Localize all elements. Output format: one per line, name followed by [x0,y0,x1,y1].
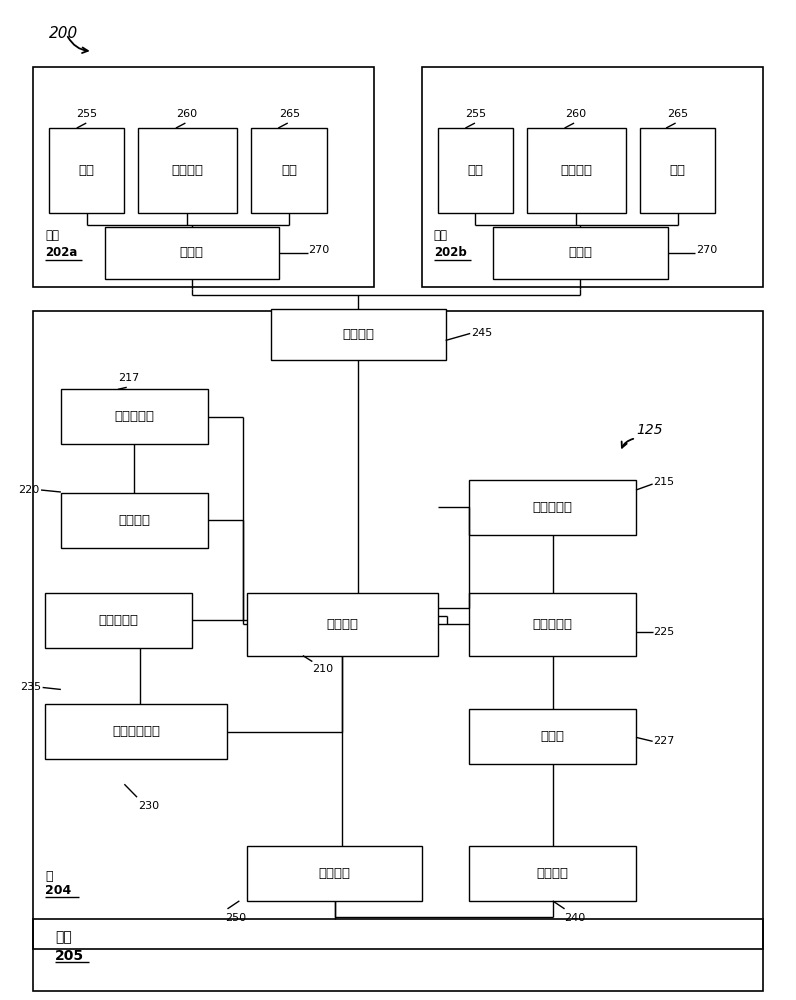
Text: 255: 255 [76,109,98,119]
Text: 用户输入: 用户输入 [537,867,568,880]
Text: 耳塞: 耳塞 [45,229,59,242]
Text: 耳塞: 耳塞 [434,229,447,242]
Text: 盖传感器: 盖传感器 [119,514,150,527]
Text: 200: 200 [49,26,78,41]
Text: 270: 270 [696,245,717,255]
Bar [470,480,636,535]
Text: 电源: 电源 [56,930,72,944]
Text: 260: 260 [177,109,197,119]
Bar [49,128,124,213]
Text: 输出: 输出 [669,164,685,177]
Bar [470,709,636,764]
Text: 耳塞检测器: 耳塞检测器 [533,501,572,514]
Text: 202b: 202b [434,246,466,259]
Bar [45,704,228,759]
Text: 202a: 202a [45,246,77,259]
Text: 230: 230 [138,801,159,811]
Text: 盒处理器: 盒处理器 [326,618,358,631]
Bar [248,846,422,901]
Bar [60,493,208,548]
Text: 220: 220 [18,485,40,495]
Text: 125: 125 [636,423,662,437]
Text: 255: 255 [465,109,486,119]
Text: 耳塞接口: 耳塞接口 [342,328,374,341]
Bar [33,919,763,991]
Bar [526,128,626,213]
Bar [640,128,716,213]
Bar [138,128,237,213]
Bar [438,128,513,213]
Text: 盒充电电路: 盒充电电路 [533,618,572,631]
Text: 充电指示器: 充电指示器 [99,614,139,627]
Bar [33,67,374,287]
Bar [470,846,636,901]
Text: 输入: 输入 [79,164,95,177]
Text: 耳塞充电电路: 耳塞充电电路 [112,725,160,738]
Bar [45,593,192,648]
Bar [248,593,438,656]
Text: 227: 227 [654,736,675,746]
Text: 270: 270 [308,245,330,255]
Text: 盒电池: 盒电池 [540,730,564,743]
Bar [33,311,763,949]
Text: 217: 217 [118,373,139,383]
Text: 205: 205 [56,949,84,963]
Text: 235: 235 [20,682,41,692]
Bar [422,67,763,287]
Bar [104,227,279,279]
Text: 260: 260 [565,109,586,119]
Bar [470,593,636,656]
Text: 电源接口: 电源接口 [318,867,350,880]
Text: 240: 240 [564,913,586,923]
Bar [494,227,668,279]
Text: 250: 250 [225,913,246,923]
Bar [252,128,326,213]
Text: 盒: 盒 [45,870,53,883]
Text: 盒接口: 盒接口 [568,246,592,259]
Text: 盒接口: 盒接口 [180,246,204,259]
Text: 204: 204 [45,884,72,897]
Text: 内部部件: 内部部件 [171,164,204,177]
Text: 输入: 输入 [467,164,483,177]
Bar [60,389,208,444]
Bar [271,309,446,360]
Text: 265: 265 [667,109,688,119]
Text: 265: 265 [279,109,300,119]
Text: 245: 245 [471,328,492,338]
Text: 225: 225 [654,627,675,637]
Text: 215: 215 [654,477,674,487]
Text: 210: 210 [312,664,334,674]
Text: 内部部件: 内部部件 [560,164,592,177]
Text: 无线电设备: 无线电设备 [115,410,154,423]
Text: 输出: 输出 [281,164,297,177]
